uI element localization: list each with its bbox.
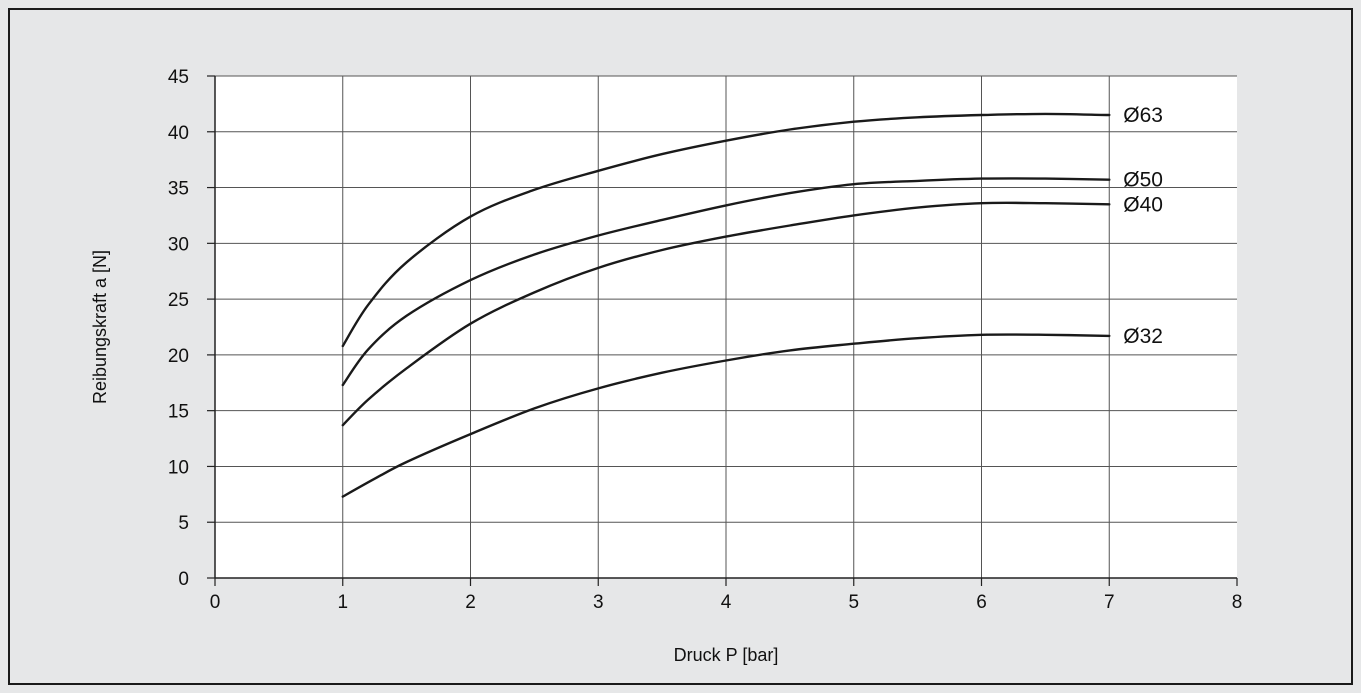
x-axis-title: Druck P [bar]	[674, 645, 779, 665]
y-tick-label: 45	[168, 67, 189, 88]
y-tick-label: 15	[168, 402, 189, 423]
series-lines	[341, 112, 1111, 498]
series-label: Ø50	[1123, 169, 1163, 192]
x-tick-label: 4	[721, 592, 732, 613]
series-label: Ø40	[1123, 193, 1163, 216]
x-tick-label: 8	[1232, 592, 1243, 613]
x-tick-label: 3	[593, 592, 604, 613]
y-tick-label: 10	[168, 457, 189, 478]
y-tick-label: 25	[168, 290, 189, 311]
x-tick-label: 7	[1104, 592, 1115, 613]
series-label: Ø32	[1123, 325, 1163, 348]
x-axis-ticks: 0 1 2 3 4 5 6 7 8	[210, 578, 1243, 613]
series-label: Ø63	[1123, 104, 1163, 127]
series-line	[341, 177, 1111, 387]
series-line	[341, 112, 1111, 348]
y-axis-title: Reibungskraft a [N]	[90, 250, 110, 404]
grid-lines	[215, 75, 1237, 578]
y-tick-label: 0	[178, 569, 189, 590]
y-tick-label: 5	[178, 513, 189, 534]
x-tick-label: 6	[976, 592, 987, 613]
x-tick-label: 2	[465, 592, 476, 613]
y-tick-label: 30	[168, 234, 189, 255]
series-line	[341, 201, 1111, 427]
x-tick-label: 0	[210, 592, 221, 613]
x-tick-label: 1	[337, 592, 348, 613]
y-tick-label: 40	[168, 123, 189, 144]
y-axis-ticks: 0 5 10 15 20 25 30 35 40 45	[168, 67, 215, 590]
series-line	[341, 333, 1111, 498]
y-tick-label: 35	[168, 179, 189, 200]
x-tick-label: 5	[848, 592, 859, 613]
y-tick-label: 20	[168, 346, 189, 367]
